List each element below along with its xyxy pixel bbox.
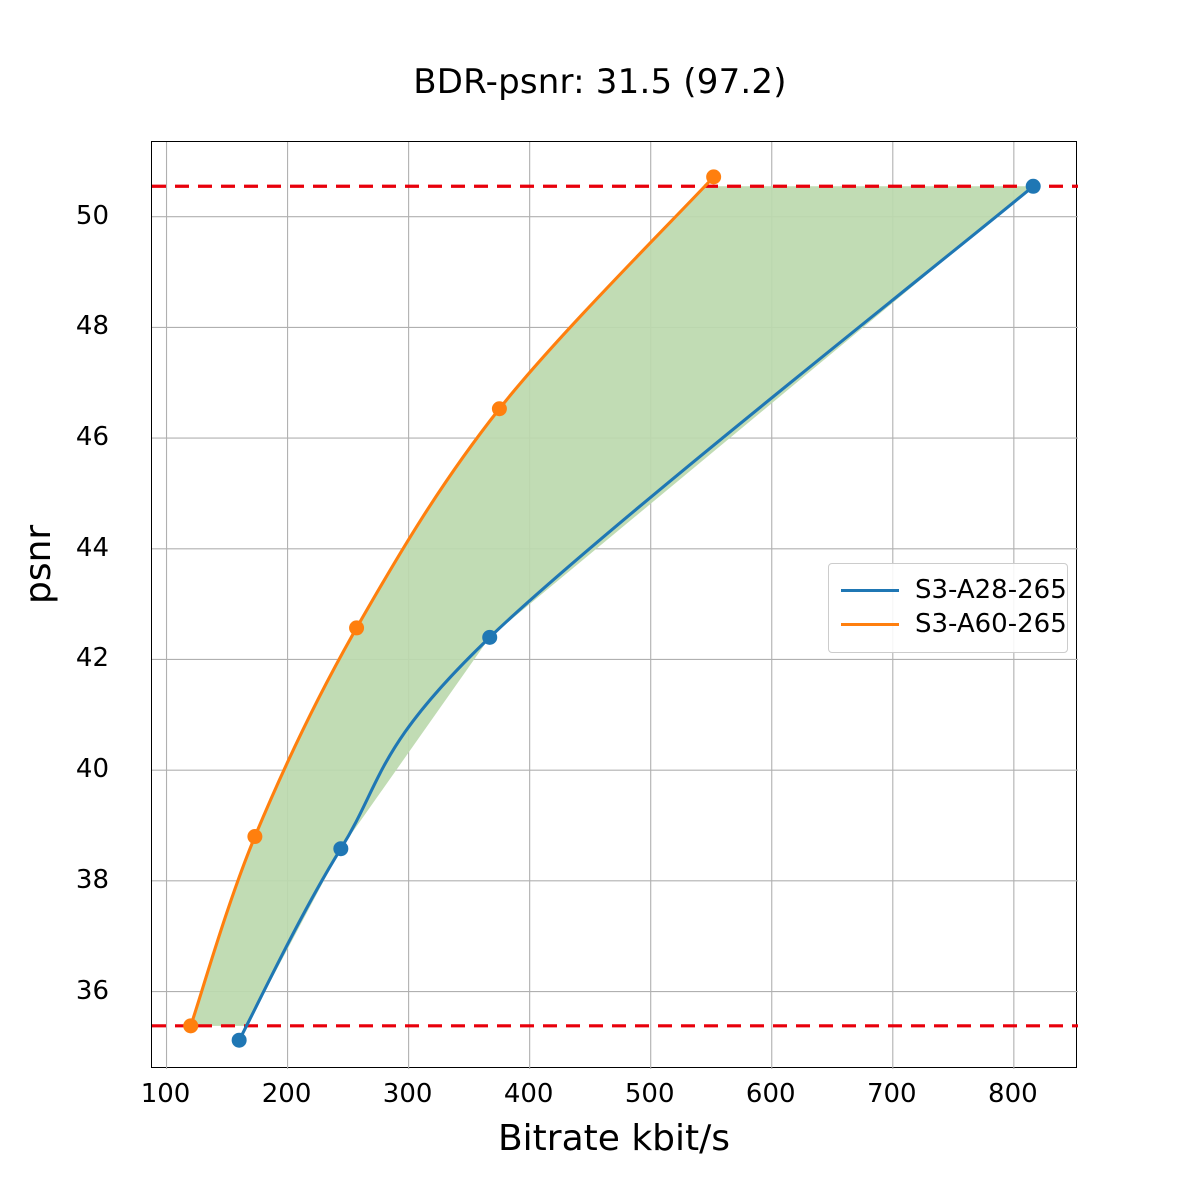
threshold-lines [152,184,1078,1028]
x-axis-tick-label: 100 [140,1079,191,1109]
bd-rate-area [190,186,1034,1026]
x-axis-tick-label: 500 [624,1079,675,1109]
data-point-marker [333,841,349,857]
series-line [237,184,1035,1042]
y-axis-tick-label: 40 [75,754,109,785]
y-axis-tick-label: 38 [75,864,109,895]
data-point-marker [349,620,365,636]
legend-label: S3-A28-265 [915,575,1067,605]
series-line [189,175,716,1028]
data-point-marker [1025,178,1041,194]
data-point-marker [183,1018,199,1034]
x-axis-tick-label: 800 [988,1079,1038,1109]
y-axis-tick-label: 36 [75,975,109,1006]
legend-label: S3-A60-265 [915,609,1067,639]
x-axis-tick-label: 700 [866,1079,917,1109]
x-axis-label: Bitrate kbit/s [497,1118,731,1159]
y-axis-tick-label: 46 [75,422,109,453]
series-lines [189,175,1035,1042]
data-point-marker [231,1032,247,1048]
data-point-marker [482,629,498,645]
y-axis-tick-label: 50 [75,200,109,231]
data-point-marker [247,829,263,845]
y-axis-label: psnr [18,524,59,604]
plot-svg [152,142,1078,1069]
legend-color-swatch [841,622,899,626]
y-axis-tick-label: 48 [75,311,109,342]
y-axis-tick-label: 44 [75,532,109,563]
chart-legend: S3-A28-265 S3-A60-265 [828,563,1068,653]
x-axis-tick-label: 400 [503,1079,554,1109]
series-markers [183,169,1041,1048]
legend-item[interactable]: S3-A28-265 [841,573,1067,607]
legend-color-swatch [841,588,899,592]
data-point-marker [491,401,507,417]
x-axis-tick-label: 300 [382,1079,433,1109]
x-axis-tick-label: 200 [261,1079,312,1109]
chart-title: BDR-psnr: 31.5 (97.2) [413,62,787,102]
y-axis-tick-label: 42 [75,643,109,674]
bd-rate-fill-region [190,186,1034,1026]
data-point-marker [706,169,722,185]
x-axis-tick-label: 600 [745,1079,796,1109]
legend-item[interactable]: S3-A60-265 [841,607,1067,641]
